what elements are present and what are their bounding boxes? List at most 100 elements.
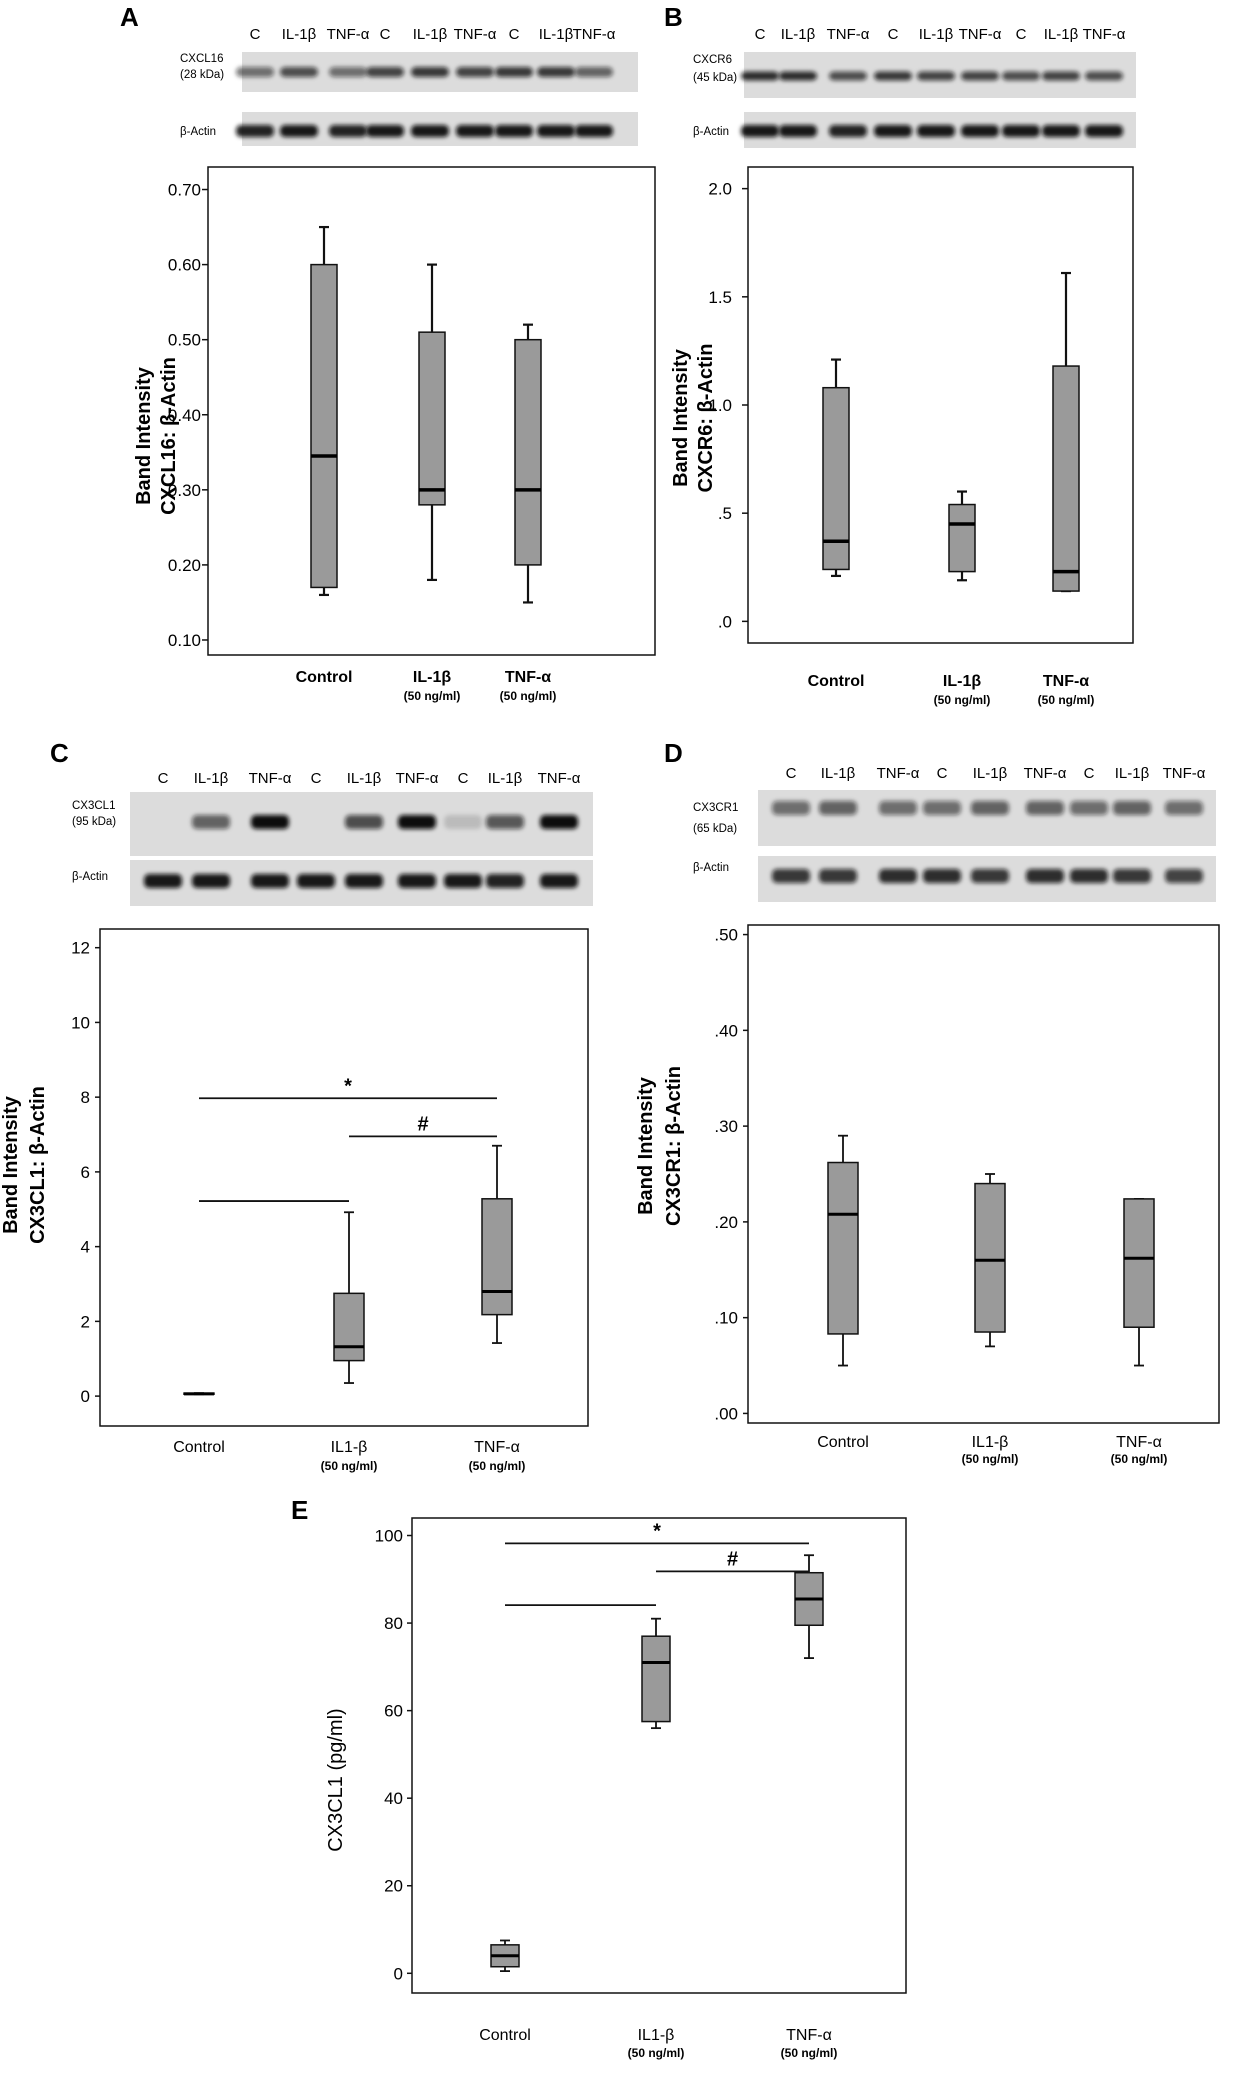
blot-lane-label: IL-1β: [1115, 765, 1150, 782]
blot-band-actin: [280, 125, 318, 137]
blot-band: [741, 71, 779, 81]
blot-band-actin: [398, 874, 436, 888]
box-control: [822, 358, 850, 578]
blot-lane-label: TNF-α: [1024, 765, 1067, 782]
y-tick-label: 0.10: [168, 631, 201, 650]
box-iqr: [1123, 1198, 1155, 1328]
blot-band: [772, 801, 810, 815]
box-iqr: [1052, 365, 1080, 592]
blot-band-actin: [961, 125, 999, 137]
blot-lane-label: IL-1β: [821, 765, 856, 782]
x-category-label: Control: [173, 1439, 225, 1456]
panel-letter-b: B: [664, 2, 683, 32]
y-tick-label: 8: [81, 1088, 90, 1107]
y-tick-label: 1.5: [708, 288, 732, 307]
y-tick-label: 0: [394, 1964, 403, 1983]
y-tick-label: 0.30: [168, 481, 201, 500]
blot-band-actin: [772, 869, 810, 883]
box-tnf-: [1052, 271, 1080, 593]
blot-target-kda: (95 kDa): [72, 816, 116, 828]
blot-group-b: C IL-1β TNF-α C IL-1β TNF-α C IL-1β TNF-αCXCR6(4…: [693, 26, 1136, 148]
blot-loading-label: β-Actin: [693, 862, 729, 874]
x-category-label: Control: [296, 669, 353, 686]
box-iqr: [418, 331, 446, 506]
x-category-sublabel: (50 ng/ml): [934, 693, 991, 707]
y-tick-label: 20: [384, 1877, 403, 1896]
box-iqr: [641, 1635, 671, 1723]
blot-band: [1165, 801, 1203, 815]
y-tick-label: 0: [81, 1387, 90, 1406]
panel-letter-e: E: [291, 1495, 308, 1525]
blot-band-actin: [540, 874, 578, 888]
blot-lane-label: C: [458, 770, 469, 787]
box-iqr: [822, 386, 850, 571]
y-axis-label-line1: Band Intensity: [133, 366, 155, 505]
y-tick-label: 0.70: [168, 181, 201, 200]
blot-lane-label: C: [937, 765, 948, 782]
panel-letter-d: D: [664, 738, 683, 768]
box-control: [310, 225, 338, 597]
y-tick-label: .20: [714, 1213, 738, 1232]
blot-band-actin: [236, 125, 274, 137]
blot-lane-label: TNF-α: [573, 26, 616, 43]
x-category-label: Control: [817, 1434, 869, 1451]
chart-panel-c: 0 2 4 6 8 10 12 Band Intensity CX3CL1: β-Actin Co…: [0, 928, 589, 1473]
blot-lane-label: IL-1β: [539, 26, 574, 43]
y-axis-label-line2: CX3CL1 (pg/ml): [325, 1708, 347, 1851]
y-tick-label: .10: [714, 1309, 738, 1328]
blot-band-actin: [1113, 869, 1151, 883]
box-control: [183, 1392, 215, 1396]
blot-lane-label: IL-1β: [973, 765, 1008, 782]
blot-lane-label: TNF-α: [1083, 26, 1126, 43]
plot-frame: [207, 166, 656, 656]
box-il1-: [641, 1617, 671, 1730]
blot-band-actin: [1002, 125, 1040, 137]
blot-band: [923, 801, 961, 815]
blot-band: [829, 71, 867, 81]
blot-band: [1002, 71, 1040, 81]
blot-band-actin: [456, 125, 494, 137]
blot-lane-label: C: [786, 765, 797, 782]
blot-band: [486, 815, 524, 829]
x-category-label: IL1-β: [331, 1439, 368, 1456]
blot-band-actin: [537, 125, 575, 137]
blot-band: [917, 71, 955, 81]
box-iqr: [310, 263, 338, 589]
chart-panel-d: .00 .10 .20 .30 .40 .50 Band Intensity CX3CR1: …: [635, 924, 1220, 1466]
x-category-label: IL-1β: [943, 673, 981, 690]
blot-target-name: CXCR6: [693, 54, 732, 66]
blot-band: [192, 815, 230, 829]
blot-lane-label: C: [380, 26, 391, 43]
blot-band-actin: [486, 874, 524, 888]
blot-lane-label: C: [755, 26, 766, 43]
blot-lane-label: C: [509, 26, 520, 43]
blot-group-c: C IL-1β TNF-α C IL-1β TNF-α C IL-1β TNF-α CX3CL1 (…: [72, 770, 593, 906]
blot-band: [456, 67, 494, 77]
y-tick-label: 2.0: [708, 180, 732, 199]
plot-frame: [99, 928, 589, 1427]
blot-band: [366, 67, 404, 77]
blot-band: [879, 801, 917, 815]
blot-lane-label: C: [158, 770, 169, 787]
blot-band-actin: [1085, 125, 1123, 137]
box-control: [490, 1939, 520, 1973]
blot-band-actin: [923, 869, 961, 883]
blot-band-actin: [297, 874, 335, 888]
x-category-label: Control: [479, 2027, 531, 2044]
blot-band: [411, 67, 449, 77]
blot-band: [398, 815, 436, 829]
blot-lane-label: TNF-α: [1163, 765, 1206, 782]
blot-target-kda: (65 kDa): [693, 823, 737, 835]
box-iqr: [948, 503, 976, 573]
blot-band: [251, 815, 289, 829]
box-il1-: [974, 1173, 1006, 1348]
box-il-1-: [418, 263, 446, 582]
plot-frame: [747, 924, 1220, 1424]
blot-lane-label: IL-1β: [194, 770, 229, 787]
blot-band-actin: [444, 874, 482, 888]
blot-lane-label: C: [1084, 765, 1095, 782]
blot-band: [329, 67, 367, 77]
blot-band: [537, 67, 575, 77]
